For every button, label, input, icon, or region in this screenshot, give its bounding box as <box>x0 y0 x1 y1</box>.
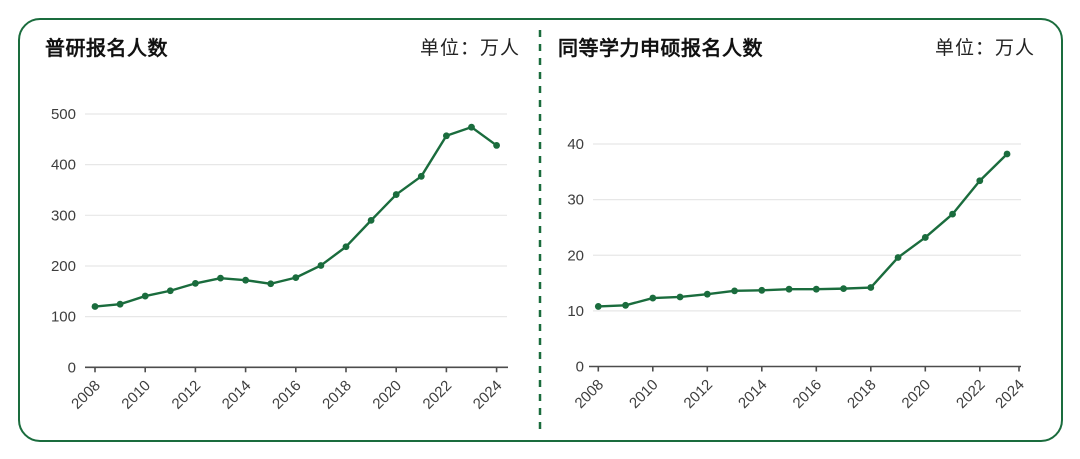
x-tick-label: 2008 <box>572 376 608 412</box>
data-point <box>649 294 657 302</box>
left-chart-unit: 单位：万人 <box>419 37 520 59</box>
data-point <box>1003 150 1011 158</box>
data-point <box>867 284 875 291</box>
data-point <box>342 243 350 251</box>
data-point <box>392 191 400 198</box>
data-point <box>166 287 174 295</box>
y-tick-label: 40 <box>567 136 584 153</box>
data-point <box>417 172 425 180</box>
x-tick-label: 2024 <box>992 376 1028 412</box>
x-tick-label: 2022 <box>953 376 989 412</box>
data-point <box>493 142 500 149</box>
x-tick-label: 2014 <box>735 376 771 412</box>
x-tick-label: 2016 <box>790 376 826 412</box>
y-tick-label: 0 <box>68 359 76 376</box>
x-tick-label: 2020 <box>369 377 405 413</box>
x-tick-label: 2010 <box>118 377 154 413</box>
data-point <box>443 132 450 140</box>
data-line <box>597 152 1009 308</box>
x-tick-label: 2020 <box>899 376 935 412</box>
data-point <box>242 276 250 284</box>
y-tick-label: 30 <box>567 192 584 209</box>
data-point <box>676 293 684 301</box>
data-point <box>468 123 475 131</box>
right-panel-header: 同等学力申硕报名人数 单位：万人 <box>558 33 1035 60</box>
y-tick-label: 20 <box>567 247 584 264</box>
data-point <box>292 274 300 282</box>
data-point <box>367 216 375 224</box>
left-panel-header: 普研报名人数 单位：万人 <box>45 33 520 60</box>
data-point <box>141 292 149 300</box>
data-point <box>622 301 629 309</box>
x-tick-label: 2010 <box>626 376 662 412</box>
data-point <box>217 274 224 282</box>
data-point <box>812 285 820 293</box>
data-point <box>894 254 902 261</box>
data-point <box>267 280 275 288</box>
data-point <box>949 210 956 218</box>
x-tick-label: 2022 <box>420 377 456 413</box>
right-chart-unit: 单位：万人 <box>934 37 1035 59</box>
x-tick-label: 2016 <box>269 377 305 413</box>
y-tick-label: 400 <box>51 157 76 174</box>
y-tick-label: 10 <box>567 303 584 320</box>
data-point <box>785 285 793 293</box>
data-point <box>758 286 766 294</box>
x-tick-label: 2024 <box>470 377 506 413</box>
data-point <box>703 290 711 298</box>
x-tick-label: 2014 <box>219 377 255 413</box>
data-point <box>192 280 199 287</box>
x-tick-label: 2018 <box>319 377 355 413</box>
left-chart-title: 普研报名人数 <box>45 37 168 60</box>
data-point <box>317 262 325 269</box>
x-tick-label: 2018 <box>844 376 880 412</box>
y-tick-label: 500 <box>51 106 76 123</box>
y-tick-label: 200 <box>51 258 76 275</box>
right-chart-title: 同等学力申硕报名人数 <box>558 37 763 60</box>
x-tick-label: 2008 <box>68 377 104 413</box>
x-tick-label: 2012 <box>681 376 717 412</box>
data-point <box>116 300 124 308</box>
x-tick-label: 2012 <box>169 377 205 413</box>
data-point <box>840 285 847 293</box>
data-point <box>594 303 602 310</box>
y-tick-label: 300 <box>51 207 76 224</box>
data-point <box>976 177 984 185</box>
data-point <box>921 234 929 241</box>
data-point <box>91 303 99 310</box>
data-point <box>731 287 738 295</box>
y-tick-label: 0 <box>576 359 584 376</box>
y-tick-label: 100 <box>51 309 76 326</box>
